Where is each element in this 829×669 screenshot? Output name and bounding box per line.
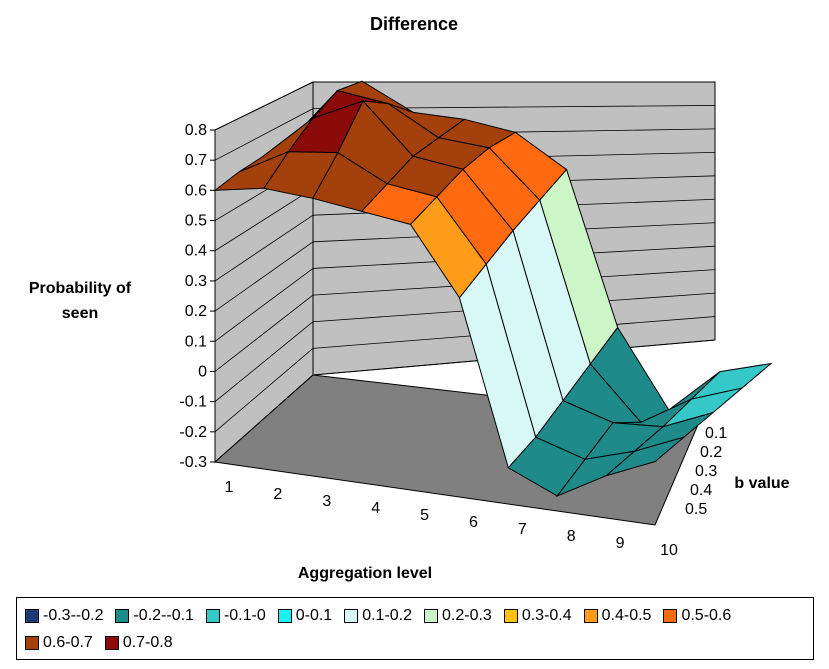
gridline — [214, 81, 314, 131]
legend-item: 0.6-0.7 — [25, 629, 93, 656]
gridline — [214, 321, 314, 402]
z-tick-label: 0.8 — [185, 122, 207, 139]
legend-swatch — [104, 635, 119, 650]
gridline — [214, 294, 314, 372]
legend-item: 0.4-0.5 — [583, 602, 652, 629]
legend-swatch — [344, 608, 359, 623]
y-tick-label: 0.5 — [685, 501, 707, 518]
x-tick-label: 10 — [660, 542, 678, 559]
surface-patch — [605, 436, 685, 477]
legend-swatch — [25, 635, 39, 650]
legend-swatch — [424, 608, 439, 623]
z-tick-label: -0.3 — [179, 454, 207, 471]
z-tick-label: 0.7 — [185, 152, 207, 169]
legend-label: 0.6-0.7 — [43, 633, 93, 651]
legend-swatch — [115, 608, 130, 623]
z-axis-label-line1: Probability of — [29, 280, 132, 297]
legend-label: 0.3-0.4 — [521, 606, 572, 624]
legend-label: 0.1-0.2 — [362, 606, 413, 624]
z-tick-label: 0.1 — [185, 333, 207, 350]
legend-swatch — [25, 608, 39, 623]
legend-swatch — [503, 608, 518, 623]
y-tick-label: 0.3 — [695, 463, 717, 480]
legend-label: 0.2-0.3 — [442, 606, 492, 624]
x-tick-label: 1 — [225, 479, 234, 496]
z-tick-label: -0.1 — [179, 394, 207, 411]
x-tick-label: 4 — [371, 500, 380, 517]
surface-chart: Difference 0.8 0.7 0.6 0.5 0.4 0.3 0.2 0.1 0 -0.1… — [29, 14, 790, 582]
gridline — [214, 241, 314, 312]
legend-item: 0.5-0.6 — [663, 602, 731, 629]
legend-label: 0.7-0.8 — [122, 633, 173, 651]
x-tick-label: 3 — [322, 493, 331, 510]
gridline — [214, 188, 314, 252]
legend-label: 0.4-0.5 — [601, 606, 652, 624]
legend-swatch — [583, 608, 598, 623]
surface-plot — [213, 80, 773, 498]
z-tick-label: 0.2 — [185, 303, 207, 320]
legend: -0.3--0.2 -0.2--0.1 -0.1-0 0-0.1 0.1-0.2 0.2-… — [16, 597, 814, 660]
gridline — [214, 108, 314, 161]
z-tick-label: 0 — [198, 363, 207, 380]
z-tick-label: 0.6 — [185, 182, 207, 199]
gridline — [214, 268, 314, 342]
y-axis-label: b value — [734, 475, 789, 492]
x-tick-label: 8 — [567, 528, 576, 545]
x-tick-label: 2 — [273, 486, 282, 503]
gridline — [214, 348, 314, 433]
x-tick-label: 7 — [518, 521, 527, 538]
legend-item: 0-0.1 — [277, 602, 333, 629]
z-axis-label-line2: seen — [62, 305, 98, 322]
legend-item: 0.7-0.8 — [104, 629, 173, 656]
legend-label: -0.3--0.2 — [43, 606, 104, 624]
legend-item: -0.3--0.2 — [25, 602, 103, 629]
gridline — [214, 374, 314, 463]
legend-label: 0-0.1 — [295, 606, 333, 624]
legend-swatch — [205, 608, 220, 623]
x-tick-label: 5 — [420, 507, 429, 524]
x-tick-label: 9 — [616, 535, 625, 552]
legend-label: -0.1-0 — [223, 606, 266, 624]
z-tick-label: 0.4 — [185, 243, 207, 260]
legend-swatch — [277, 608, 292, 623]
legend-item: -0.1-0 — [205, 602, 266, 629]
y-axis: 0.1 0.2 0.3 0.4 0.5 — [685, 425, 727, 518]
z-tick-label: 0.3 — [185, 273, 207, 290]
z-axis: 0.8 0.7 0.6 0.5 0.4 0.3 0.2 0.1 0 -0.1 -0.2 -0.3 — [179, 122, 215, 471]
legend-item: 0.2-0.3 — [424, 602, 492, 629]
x-axis-label: Aggregation level — [298, 565, 432, 582]
y-tick-label: 0.4 — [690, 482, 712, 499]
legend-label: 0.5-0.6 — [681, 606, 732, 624]
legend-label: -0.2--0.1 — [133, 606, 194, 624]
z-tick-label: -0.2 — [179, 424, 207, 441]
y-tick-label: 0.1 — [705, 425, 727, 442]
x-axis: 1 2 3 4 5 6 7 8 9 10 — [225, 479, 678, 559]
x-tick-label: 6 — [469, 514, 478, 531]
legend-swatch — [663, 608, 678, 623]
legend-item: 0.1-0.2 — [344, 602, 412, 629]
z-tick-label: 0.5 — [185, 213, 207, 230]
y-tick-label: 0.2 — [700, 444, 722, 461]
legend-item: 0.3-0.4 — [503, 602, 572, 629]
gridline — [214, 214, 314, 282]
legend-item: -0.2--0.1 — [115, 602, 194, 629]
chart-title: Difference — [370, 14, 458, 34]
